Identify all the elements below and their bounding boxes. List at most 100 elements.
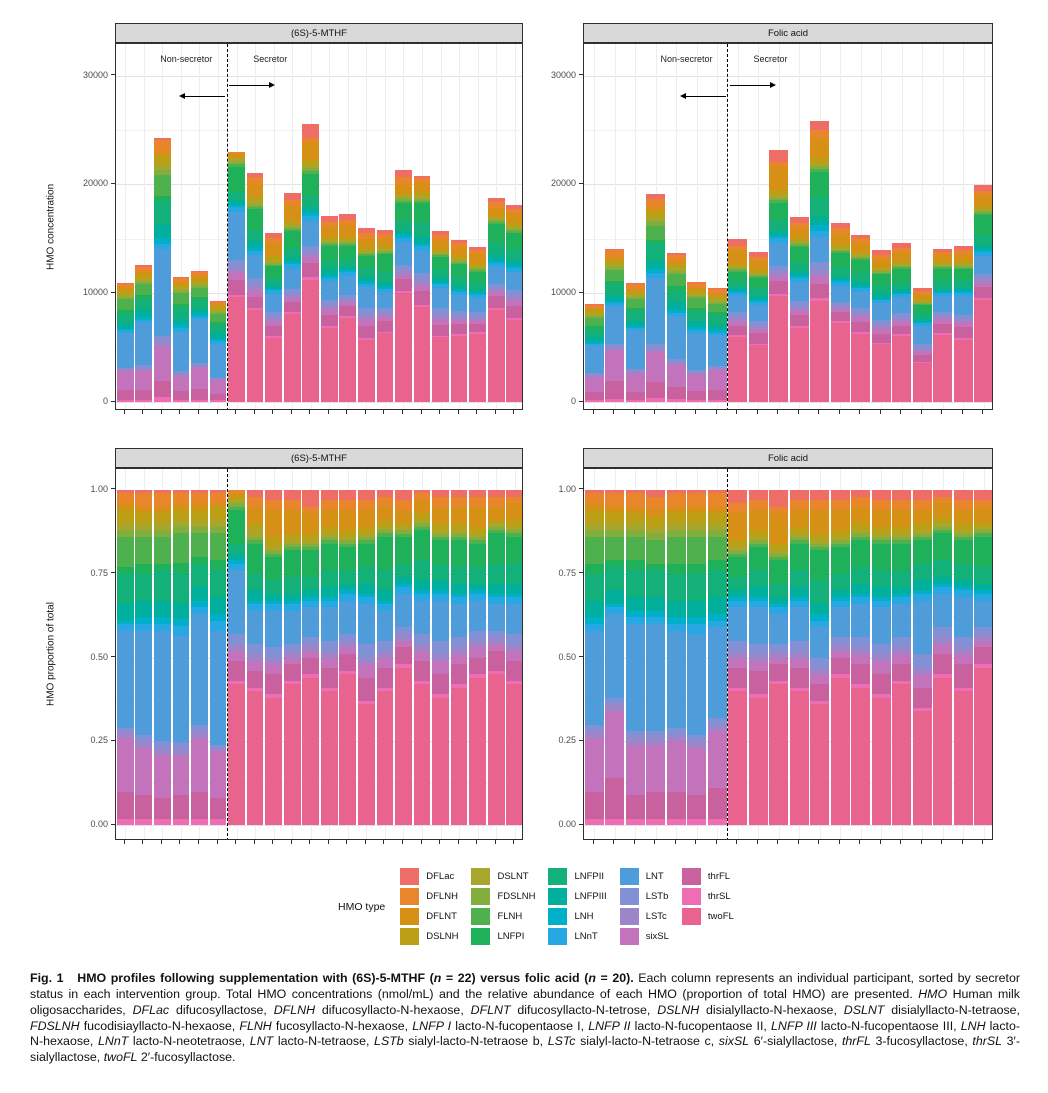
bar-segment-LSTc [432,315,449,319]
y-axis-tick [579,823,583,825]
bar-segment-DFLNT [646,206,666,212]
bar-segment-LNFPI [646,240,666,245]
bar-segment-LNFPII [487,563,505,584]
bar-segment-DFLac [339,489,357,500]
bar-segment-LSTc [974,278,992,283]
y-axis-tick [579,488,583,490]
bar-segment-twoFL [769,296,789,403]
bar-segment-LNT [666,315,686,360]
bar-segment-FLNH [228,506,245,510]
x-axis-tick [900,840,902,844]
bar-segment-DSLNT [153,523,171,531]
bar-segment-DSLNT [450,530,468,534]
bar-segment-LNFPIII [912,318,932,323]
bar-segment-FLNH [625,299,645,308]
bar-segment-DSLNT [376,526,394,531]
bar-segment-LNT [469,298,486,312]
bar-segment-FLNH [116,536,134,568]
bar-segment-FDSLNH [357,252,375,255]
bar-segment-FLNH [302,171,320,174]
bar-segment-DFLac [246,172,264,178]
bar-segment-DFLNT [135,506,153,514]
bar-segment-DFLNH [116,493,134,504]
bar-segment-thrFL [209,798,227,819]
bar-segment-LNFPI [172,562,190,573]
stacked-bar [283,193,301,403]
bar-segment-sixSL [135,748,153,796]
x-axis-tick [695,840,697,844]
bar-segment-LSTc [228,644,245,651]
bar-segment-LNT [320,281,338,300]
bar-segment-LSTc [487,637,505,645]
stacked-bar [748,252,768,403]
x-axis-tick [736,410,738,414]
bar-segment-LNFPIII [851,583,871,594]
bar-segment-LSTb [646,344,666,349]
bar-segment-DSLNT [339,240,357,243]
bar-segment-DFLac [933,489,953,497]
bar-segment-thrSL [687,399,707,403]
bar-segment-LNFPIII [191,587,208,601]
bar-segment-DFLNT [228,493,245,497]
bar-segment-LNH [974,590,992,594]
gridline-vertical [963,44,965,409]
bar-segment-LNnT [153,243,171,249]
bar-segment-DFLac [687,489,707,494]
y-tick-label: 20000 [550,178,576,189]
bar-segment-thrSL [357,701,375,705]
bar-segment-LSTc [450,316,468,320]
bar-segment-LNFPII [933,281,953,289]
bar-segment-FLNH [283,228,301,231]
bar-segment-twoFL [265,337,282,403]
bar-segment-thrSL [892,333,912,336]
caption-bold-text: n [433,971,442,986]
bar-segment-DFLNT [469,506,486,527]
bar-segment-LNFPIII [666,600,686,618]
stacked-bar [687,281,707,403]
bar-segment-LNT [789,607,809,641]
bar-segment-DSLNH [912,523,932,531]
bar-segment-thrSL [395,664,412,668]
bar-segment-DFLNT [450,248,468,257]
stacked-bar [413,489,431,826]
legend-item: FDSLNH [471,888,535,905]
bar-segment-LNFPI [687,308,707,312]
bar-segment-FLNH [974,533,992,537]
bar-segment-DSLNH [357,247,375,251]
bar-segment-LNFPIII [135,600,153,618]
bar-segment-LNH [728,291,748,293]
bar-segment-DFLNT [283,205,301,221]
gridline-major [584,402,992,404]
caption-text: LNT [249,1034,274,1049]
bar-segment-DSLNH [625,290,645,295]
bar-segment-FLNH [135,536,153,564]
stacked-bar [228,489,245,826]
bar-segment-thrFL [209,394,227,401]
y-axis-tick [579,400,583,402]
bar-segment-FDSLNH [748,274,768,277]
bar-segment-LNFPIII [605,590,625,604]
bar-segment-LNnT [283,264,301,269]
bar-segment-DFLNH [228,489,245,494]
bar-segment-LSTc [912,348,932,351]
bar-segment-LNFPI [830,253,850,268]
bar-segment-LSTc [302,644,320,651]
bar-segment-DFLac [953,489,973,500]
bar-segment-LNFPI [769,202,789,221]
bar-segment-LSTc [748,654,768,661]
bar-segment-LSTb [789,300,809,307]
bar-segment-LNFPIII [357,276,375,283]
bar-segment-twoFL [302,677,320,826]
bar-segment-FDSLNH [339,540,357,544]
bar-segment-LNFPIII [769,597,789,604]
bar-segment-DSLNH [892,526,912,534]
bar-segment-DSLNT [339,536,357,541]
bar-segment-FDSLNH [666,530,686,537]
bar-segment-sixSL [974,640,992,648]
bar-segment-LSTb [228,634,245,645]
bar-segment-DSLNH [584,510,604,524]
bar-segment-DFLNT [209,305,227,307]
secretor-divider-line [727,469,728,839]
bar-segment-LNFPII [376,271,394,282]
bar-segment-LNFPII [789,261,809,271]
